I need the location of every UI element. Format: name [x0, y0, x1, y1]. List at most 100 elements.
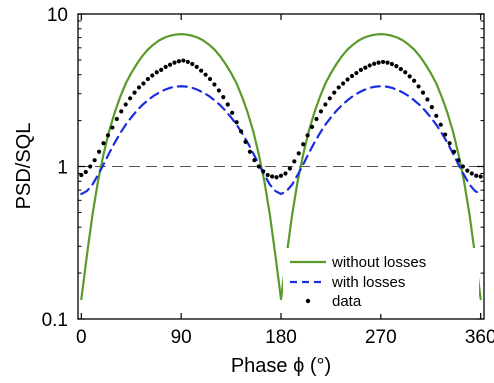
y-tick-label: 1 — [57, 158, 68, 179]
legend-label-with-losses: with losses — [331, 274, 405, 291]
data-point — [234, 120, 239, 125]
data-point — [83, 169, 88, 175]
data-point — [110, 125, 115, 130]
series-line-without-losses — [80, 33, 482, 301]
data-point — [150, 73, 155, 78]
data-point — [309, 124, 315, 129]
data-point — [447, 141, 452, 146]
data-point — [136, 85, 142, 90]
data-point — [301, 142, 306, 147]
data-point — [212, 82, 217, 87]
data-points-layer — [79, 58, 483, 180]
data-point — [318, 109, 324, 114]
data-point — [341, 81, 346, 86]
data-point — [181, 58, 186, 63]
data-point — [199, 68, 204, 73]
legend-label-without-losses: without losses — [331, 254, 426, 271]
data-point — [438, 122, 443, 127]
data-point — [398, 67, 403, 72]
data-point — [128, 96, 133, 101]
data-point — [230, 110, 235, 115]
data-point — [194, 64, 199, 69]
data-point — [443, 132, 448, 137]
data-point — [88, 164, 93, 169]
data-point — [425, 97, 430, 102]
data-point — [274, 175, 279, 180]
data-point — [305, 133, 310, 138]
data-point — [261, 169, 266, 174]
data-point — [101, 141, 106, 146]
data-point — [119, 109, 124, 114]
data-point — [429, 105, 434, 110]
data-point — [292, 159, 297, 164]
data-point — [407, 74, 412, 79]
data-point — [478, 174, 483, 179]
data-point — [185, 59, 190, 65]
data-point — [159, 67, 164, 72]
data-point — [420, 90, 426, 95]
data-point — [243, 139, 248, 144]
data-point — [172, 60, 177, 65]
data-point — [283, 171, 288, 176]
data-point — [416, 84, 421, 89]
data-point — [190, 61, 195, 67]
y-axis-ticks: 0.1 1 10 — [42, 5, 484, 331]
data-point — [278, 173, 284, 178]
data-point — [465, 168, 470, 173]
data-point — [327, 96, 332, 101]
data-point — [469, 171, 474, 176]
data-point — [163, 64, 168, 69]
data-point — [434, 113, 439, 118]
x-tick-label: 0 — [76, 327, 87, 348]
legend: without losses with losses data — [283, 248, 479, 314]
data-point — [394, 64, 399, 69]
data-point — [354, 70, 359, 76]
data-point — [132, 90, 137, 95]
data-point — [385, 60, 390, 65]
data-point — [92, 158, 97, 163]
data-point — [314, 116, 319, 122]
data-point — [323, 102, 328, 107]
x-axis-label: Phase ϕ (°) — [231, 355, 331, 377]
data-point — [247, 149, 253, 154]
data-point — [256, 164, 261, 169]
data-point — [141, 81, 146, 86]
data-point — [336, 85, 341, 90]
x-axis-ticks: 0 90 180 270 360 — [76, 14, 494, 348]
data-point — [207, 76, 213, 82]
data-point — [456, 158, 461, 163]
data-point — [296, 151, 301, 156]
x-tick-label: 360 — [465, 327, 494, 348]
data-point — [287, 166, 292, 171]
x-tick-label: 180 — [265, 327, 297, 348]
data-point — [265, 172, 270, 178]
data-point — [167, 62, 173, 67]
y-tick-label: 0.1 — [42, 310, 68, 331]
series-layer — [80, 33, 482, 301]
data-point — [221, 95, 226, 100]
data-point — [154, 70, 159, 75]
data-point — [451, 149, 457, 154]
data-point — [332, 90, 337, 95]
data-point — [372, 61, 377, 66]
data-point — [380, 59, 386, 65]
data-point — [225, 102, 230, 107]
data-point — [203, 72, 208, 77]
data-point — [376, 60, 381, 65]
data-point — [460, 164, 466, 169]
data-point — [474, 173, 479, 178]
data-point — [349, 73, 355, 79]
x-tick-label: 270 — [365, 327, 397, 348]
data-point — [145, 76, 150, 82]
data-point — [389, 61, 395, 67]
data-point — [216, 88, 221, 93]
series-line-with-losses — [80, 85, 482, 196]
data-point — [345, 77, 350, 82]
data-point — [363, 65, 368, 70]
data-point — [367, 63, 372, 68]
legend-label-data: data — [332, 293, 362, 310]
x-tick-label: 90 — [171, 327, 192, 348]
data-point — [123, 102, 128, 107]
data-point — [358, 67, 363, 72]
